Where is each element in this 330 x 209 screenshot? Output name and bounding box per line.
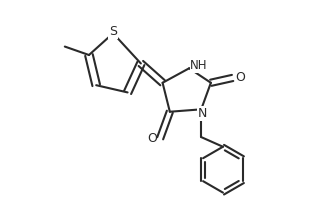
Text: O: O <box>236 71 246 84</box>
Text: O: O <box>147 132 157 145</box>
Text: NH: NH <box>190 59 208 72</box>
Text: S: S <box>109 25 117 38</box>
Text: N: N <box>198 107 207 120</box>
